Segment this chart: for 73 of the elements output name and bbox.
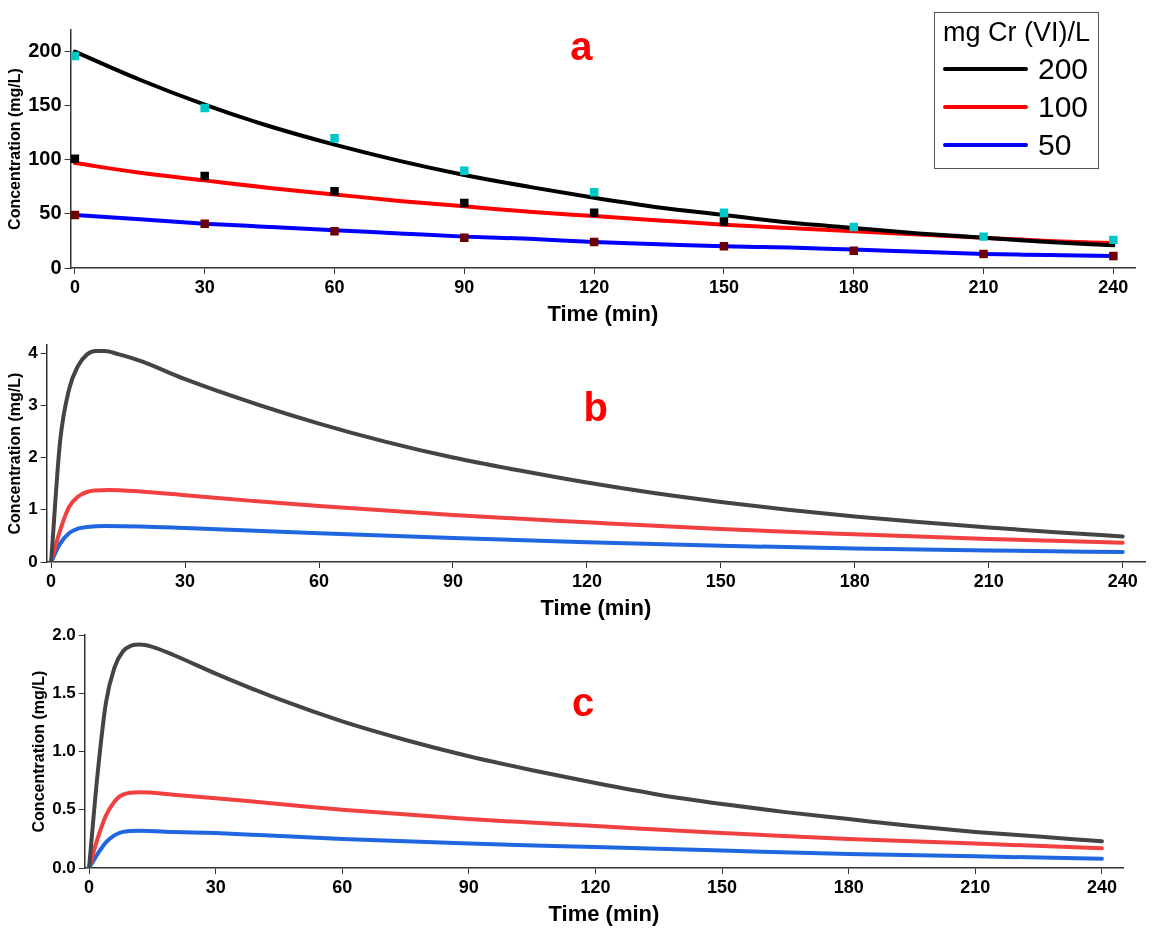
x-tick-label: 210 — [973, 570, 1004, 591]
point — [330, 186, 339, 196]
line-series — [49, 348, 1125, 562]
legend-label: 50 — [1037, 127, 1072, 163]
y-tick-label: 3 — [28, 394, 38, 414]
x-tick-label: 180 — [839, 570, 870, 591]
x-tick-label: 150 — [705, 570, 736, 591]
point — [589, 188, 599, 197]
y-tick-label: 2.0 — [52, 624, 76, 644]
point — [460, 233, 469, 242]
x-tick-label: 150 — [707, 876, 738, 897]
point — [979, 232, 988, 241]
x-tick-label: 120 — [571, 570, 602, 591]
x-tick-label: 90 — [442, 570, 463, 591]
y-tick-label: 4 — [28, 342, 39, 362]
y-tick-label: 0.5 — [52, 799, 76, 819]
x-tick-label: 60 — [324, 276, 345, 297]
text: b — [583, 385, 609, 430]
y-tick-label: 100 — [28, 147, 62, 170]
x-axis-title: Time (min) — [547, 300, 659, 326]
point — [719, 217, 729, 226]
point — [719, 242, 729, 251]
point — [979, 249, 988, 259]
x-tick-label: 210 — [968, 276, 999, 297]
chart-title: a — [570, 24, 594, 69]
point — [1109, 251, 1118, 261]
y-tick-label: 1.5 — [52, 683, 76, 703]
point — [330, 226, 339, 236]
x-tick-label: 240 — [1098, 276, 1129, 297]
y-tick-label: 50 — [39, 201, 62, 224]
x-tick-label: 30 — [194, 276, 215, 297]
x-tick-label: 60 — [332, 876, 353, 897]
y-tick-label: 0 — [50, 255, 62, 278]
x-axis-title: Time (min) — [548, 900, 660, 926]
y-axis-title: Concentration (mg/L) — [6, 68, 24, 230]
x-tick-label: 90 — [454, 276, 475, 297]
x-tick-label: 30 — [175, 570, 196, 591]
legend-label: 200 — [1037, 51, 1089, 87]
point — [330, 133, 339, 143]
point — [70, 154, 80, 163]
x-tick-label: 240 — [1086, 876, 1117, 897]
y-tick-label: 150 — [28, 93, 62, 116]
y-axis-title: Concentration (mg/L) — [30, 670, 48, 833]
y-tick-label: 2 — [28, 447, 38, 467]
x-tick-label: 240 — [1107, 570, 1138, 591]
y-tick-label: 0 — [28, 551, 38, 571]
x-tick-label: 150 — [708, 276, 739, 297]
point — [200, 103, 209, 113]
x-tick-label: 90 — [458, 876, 479, 897]
y-tick-label: 0.0 — [52, 857, 76, 877]
point — [1109, 235, 1118, 245]
x-tick-label: 120 — [579, 276, 610, 297]
legend-label: 100 — [1037, 89, 1089, 125]
x-tick-label: 210 — [960, 876, 991, 897]
y-tick-label: 1 — [28, 499, 38, 519]
point — [460, 198, 469, 208]
point — [200, 219, 209, 228]
y-tick-label: 1.0 — [52, 741, 76, 761]
x-tick-label: 120 — [580, 876, 611, 897]
y-tick-label: 200 — [28, 39, 62, 62]
y-axis-title: Concentration (mg/L) — [6, 372, 24, 535]
text: c — [572, 680, 595, 725]
x-axis-title: Time (min) — [540, 594, 652, 620]
x-tick-label: 0 — [84, 876, 95, 897]
x-tick-label: 180 — [833, 876, 864, 897]
point — [849, 246, 858, 255]
line-series — [87, 642, 1104, 868]
legend-title: mg Cr (VI)/L — [942, 17, 1090, 48]
x-tick-label: 180 — [838, 276, 869, 297]
x-tick-label: 30 — [205, 876, 226, 897]
point — [200, 171, 209, 181]
x-tick-label: 60 — [308, 570, 330, 591]
point — [460, 166, 469, 175]
